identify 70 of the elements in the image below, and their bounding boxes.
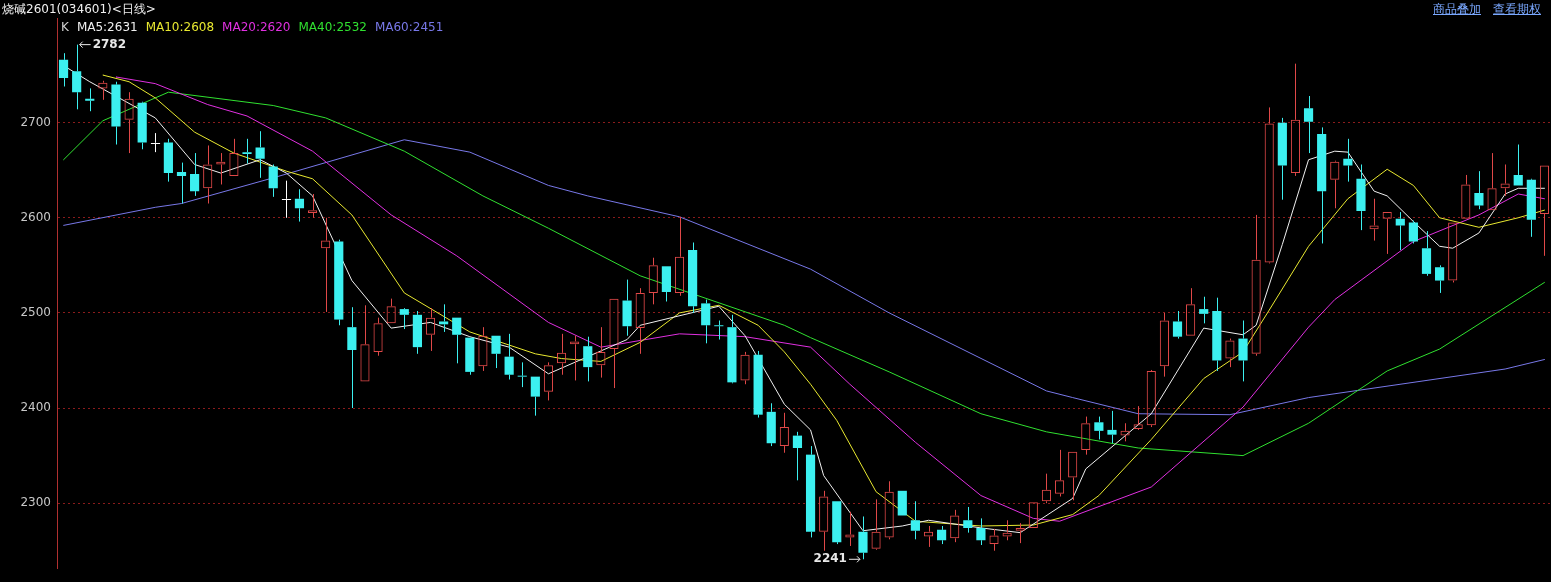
- candlestick: [412, 310, 422, 355]
- candlestick: [150, 132, 161, 153]
- candlestick: [976, 517, 986, 546]
- candlestick: [727, 314, 737, 383]
- y-tick-label: 2400: [20, 400, 51, 415]
- candlestick: [1526, 179, 1536, 238]
- candlestick: [190, 152, 200, 197]
- candlestick: [1212, 297, 1222, 372]
- y-tick-label: 2500: [20, 305, 51, 320]
- text: 查看期权: [1493, 1, 1541, 18]
- candlestick: [517, 361, 527, 388]
- candlestick: [452, 317, 462, 364]
- candlestick: [1238, 320, 1248, 382]
- candlestick: [1474, 170, 1484, 210]
- candlestick: [465, 337, 475, 376]
- candlestick: [281, 180, 292, 219]
- candlestick: [1356, 164, 1366, 231]
- candlestick: [242, 138, 252, 165]
- y-tick-label: 2300: [20, 495, 51, 510]
- candlestick: [1317, 126, 1327, 244]
- candlestick: [753, 350, 763, 419]
- candlestick: [805, 445, 816, 538]
- candlestick: [85, 87, 95, 112]
- candlestick: [399, 309, 409, 330]
- candlestick: [832, 501, 842, 545]
- candlestick: [766, 402, 776, 447]
- candlestick: [1094, 416, 1104, 440]
- candlestick: [72, 44, 82, 110]
- candlestick: [58, 52, 69, 87]
- candlestick: [714, 320, 724, 341]
- text: MA20:2620: [222, 20, 291, 34]
- y-tick-label: 2700: [20, 114, 51, 129]
- candlestick: [937, 525, 947, 545]
- chart-title: 烧碱2601(034601)<日线>: [2, 1, 156, 18]
- candlestick: [439, 303, 449, 333]
- candlestick: [255, 130, 265, 179]
- legend-title: K: [61, 20, 69, 34]
- candlestick: [491, 335, 501, 369]
- candlestick: [792, 431, 803, 481]
- candlestick: [622, 279, 632, 337]
- candlestick: [176, 162, 187, 204]
- candlestick: [1435, 264, 1445, 294]
- candlestick: [1172, 310, 1183, 340]
- candlestick: [583, 336, 593, 382]
- candlestick: [661, 266, 671, 302]
- candlestick: [268, 164, 278, 198]
- candlestick: [688, 242, 698, 314]
- y-tick-label: 2600: [20, 209, 51, 224]
- candlestick: [1513, 144, 1523, 186]
- annotation: 2782: [92, 36, 127, 51]
- candlestick: [1107, 410, 1117, 444]
- candlestick: [1421, 230, 1432, 277]
- candlestick: [858, 515, 868, 560]
- candlestick: [963, 506, 973, 534]
- candlestick: [910, 500, 920, 540]
- candlestick: [701, 299, 711, 344]
- candlestick: [504, 333, 514, 380]
- text: MA60:2451: [374, 20, 444, 34]
- annotation: 2241: [813, 551, 847, 566]
- candlestick: [294, 188, 305, 223]
- candlestick: [347, 306, 357, 409]
- text: 商品叠加: [1433, 1, 1481, 18]
- text: MA5:2631: [76, 20, 138, 34]
- candlestick: [1199, 296, 1209, 324]
- text: MA10:2608: [145, 20, 215, 34]
- candlestick: [1277, 117, 1287, 201]
- candlestick: [111, 81, 121, 146]
- candlestick: [1303, 95, 1314, 154]
- candlestick: [163, 138, 173, 183]
- text: MA40:2532: [298, 20, 367, 34]
